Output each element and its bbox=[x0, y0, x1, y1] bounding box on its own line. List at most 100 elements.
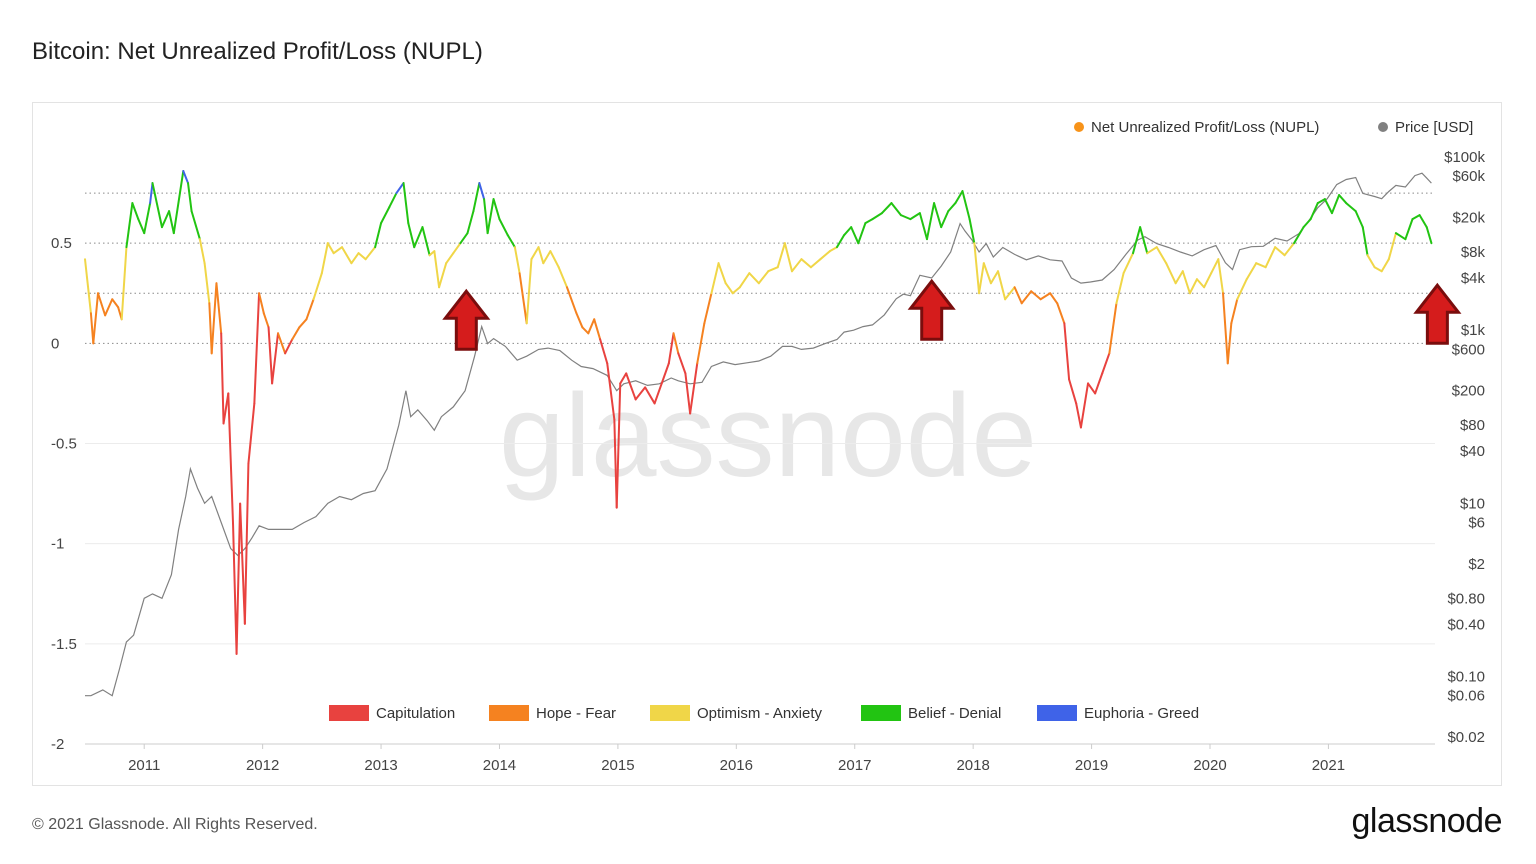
nupl-segment bbox=[1338, 194, 1348, 205]
nupl-segment bbox=[478, 182, 486, 201]
nupl-segment bbox=[149, 182, 154, 205]
x-tick-label: 2015 bbox=[601, 757, 634, 774]
nupl-segment bbox=[258, 292, 265, 315]
nupl-segment bbox=[253, 292, 261, 405]
nupl-segment bbox=[940, 210, 950, 229]
y-right-tick-label: $2 bbox=[1468, 556, 1485, 573]
nupl-segment bbox=[1274, 246, 1286, 257]
nupl-segment bbox=[506, 234, 516, 249]
nupl-segment bbox=[710, 262, 720, 295]
nupl-segment bbox=[364, 246, 377, 261]
nupl-segment bbox=[1181, 270, 1191, 295]
nupl-segment bbox=[1203, 272, 1213, 289]
nupl-segment bbox=[1236, 278, 1248, 301]
nupl-segment bbox=[203, 262, 211, 305]
nupl-segment bbox=[880, 202, 893, 215]
nupl-segment bbox=[918, 212, 928, 241]
nupl-segment bbox=[757, 270, 770, 285]
nupl-segment bbox=[843, 226, 853, 237]
nupl-segment bbox=[483, 198, 489, 235]
y-left-tick-label: -0.5 bbox=[51, 436, 77, 453]
nupl-segment bbox=[978, 262, 985, 295]
nupl-segment bbox=[357, 252, 367, 261]
nupl-segment bbox=[800, 258, 812, 269]
nupl-segment bbox=[1394, 232, 1407, 241]
nupl-segment bbox=[982, 262, 992, 285]
nupl-segment bbox=[243, 462, 250, 625]
nupl-segment bbox=[1245, 262, 1258, 281]
nupl-segment bbox=[235, 502, 242, 655]
nupl-segment bbox=[997, 270, 1007, 301]
x-tick-label: 2011 bbox=[128, 757, 160, 774]
nupl-segment bbox=[961, 190, 971, 221]
nupl-segment bbox=[1425, 226, 1433, 245]
nupl-segment bbox=[557, 266, 568, 289]
nupl-segment bbox=[819, 250, 831, 261]
nupl-segment bbox=[466, 210, 475, 235]
nupl-segment bbox=[305, 298, 315, 321]
nupl-segment bbox=[599, 338, 609, 365]
nupl-segment bbox=[1115, 272, 1125, 305]
nupl-segment bbox=[1210, 258, 1220, 275]
nupl-segment bbox=[198, 238, 206, 265]
nupl-segment bbox=[575, 312, 584, 329]
y-left-tick-label: 0 bbox=[51, 335, 59, 352]
y-right-tick-label: $0.06 bbox=[1447, 688, 1485, 705]
nupl-segment bbox=[498, 218, 509, 237]
nupl-segment bbox=[696, 322, 706, 365]
nupl-segment bbox=[438, 262, 448, 289]
nupl-segment bbox=[445, 252, 455, 265]
nupl-segment bbox=[644, 386, 656, 405]
nupl-segment bbox=[143, 202, 152, 235]
price-line bbox=[85, 172, 1432, 697]
nupl-segment bbox=[312, 272, 323, 301]
y-left-tick-label: -1 bbox=[51, 536, 64, 553]
nupl-segment bbox=[667, 332, 675, 365]
nupl-segment bbox=[767, 266, 779, 273]
nupl-segment bbox=[1139, 226, 1149, 255]
nupl-segment bbox=[748, 272, 760, 285]
nupl-segment bbox=[1004, 286, 1016, 301]
nupl-segment bbox=[1013, 286, 1023, 305]
nupl-segment bbox=[395, 182, 405, 195]
nupl-segment bbox=[492, 198, 501, 221]
nupl-segment bbox=[1094, 372, 1104, 395]
nupl-segment bbox=[899, 214, 912, 221]
zone-label: Optimism - Anxiety bbox=[697, 705, 823, 722]
nupl-segment bbox=[1165, 262, 1177, 285]
nupl-segment bbox=[125, 202, 134, 249]
zone-swatch bbox=[650, 705, 690, 721]
nupl-segment bbox=[619, 372, 628, 385]
up-arrow-icon bbox=[1413, 282, 1462, 345]
y-right-tick-label: $40 bbox=[1460, 443, 1485, 460]
nupl-segment bbox=[1283, 242, 1296, 257]
nupl-segment bbox=[1174, 270, 1184, 285]
nupl-segment bbox=[220, 332, 225, 425]
nupl-segment bbox=[625, 372, 637, 401]
y-left-tick-label: -1.5 bbox=[51, 636, 77, 653]
nupl-segment bbox=[542, 250, 552, 265]
x-tick-label: 2017 bbox=[838, 757, 871, 774]
nupl-segment bbox=[267, 326, 274, 385]
nupl-segment bbox=[1411, 214, 1421, 221]
nupl-segment bbox=[703, 292, 713, 325]
nupl-segment bbox=[120, 246, 128, 321]
nupl-segment bbox=[1222, 292, 1229, 365]
nupl-segment bbox=[1226, 322, 1233, 365]
nupl-segment bbox=[828, 246, 838, 253]
grid bbox=[85, 192, 1435, 645]
nupl-segment bbox=[565, 286, 578, 315]
nupl-segment bbox=[731, 286, 741, 295]
nupl-segment bbox=[407, 222, 416, 249]
nupl-segment bbox=[232, 522, 238, 655]
nupl-segment bbox=[1264, 246, 1277, 269]
nupl-segment bbox=[1101, 352, 1111, 375]
zone-label: Hope - Fear bbox=[536, 705, 616, 722]
nupl-segment bbox=[738, 272, 751, 289]
y-right-tick-label: $100k bbox=[1444, 149, 1485, 166]
nupl-segment bbox=[593, 318, 602, 341]
nupl-segment bbox=[374, 222, 383, 249]
nupl-segment bbox=[513, 246, 521, 275]
nupl-segment bbox=[182, 170, 190, 185]
nupl-segment bbox=[989, 270, 1000, 285]
